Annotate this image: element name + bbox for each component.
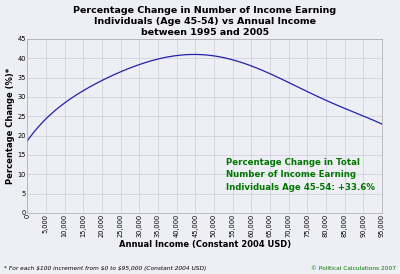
Text: Percentage Change in Total
Number of Income Earning
Individuals Age 45-54: +33.6: Percentage Change in Total Number of Inc… [226,158,375,192]
Title: Percentage Change in Number of Income Earning
Individuals (Age 45-54) vs Annual : Percentage Change in Number of Income Ea… [73,5,336,37]
Text: * For each $100 increment from $0 to $95,000 (Constant 2004 USD): * For each $100 increment from $0 to $95… [4,266,206,271]
X-axis label: Annual Income (Constant 2004 USD): Annual Income (Constant 2004 USD) [118,240,291,249]
Text: © Political Calculations 2007: © Political Calculations 2007 [311,266,396,271]
Y-axis label: Percentage Change (%)*: Percentage Change (%)* [6,68,14,184]
